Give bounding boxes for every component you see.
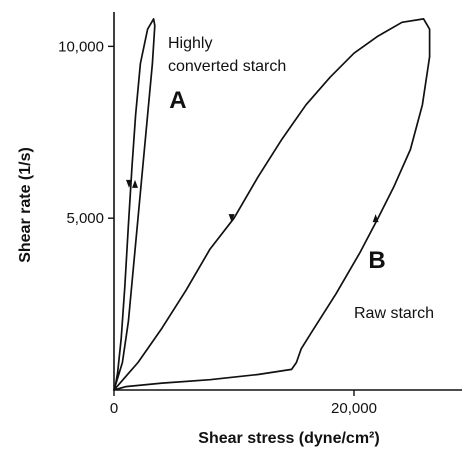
- annotation-highly-2: converted starch: [168, 58, 286, 75]
- series-line-A: [113, 18, 156, 391]
- y-tick-label: 10,000: [58, 38, 104, 55]
- annotation-A: A: [169, 87, 186, 114]
- flow-direction-arrow: [372, 214, 379, 223]
- axes: [113, 12, 462, 391]
- direction-arrows: [126, 179, 379, 223]
- x-tick-label: 20,000: [331, 400, 377, 417]
- x-axis-title: Shear stress (dyne/cm²): [198, 430, 379, 447]
- annotation-B: B: [368, 247, 385, 274]
- tick-labels: 0 20,000 5,000 10,000: [58, 38, 377, 417]
- flow-direction-arrow: [132, 179, 138, 188]
- y-tick-label: 5,000: [66, 210, 104, 227]
- y-axis-title: Shear rate (1/s): [17, 147, 34, 263]
- flow-direction-arrow: [126, 179, 132, 188]
- x-tick-label: 0: [110, 400, 118, 417]
- annotations: A B Highly converted starch Raw starch: [168, 35, 434, 322]
- annotation-highly-1: Highly: [168, 35, 212, 52]
- annotation-raw: Raw starch: [354, 305, 434, 322]
- series-layer: [113, 18, 431, 391]
- series-line-B: [113, 18, 431, 391]
- flow-direction-arrow: [228, 214, 235, 223]
